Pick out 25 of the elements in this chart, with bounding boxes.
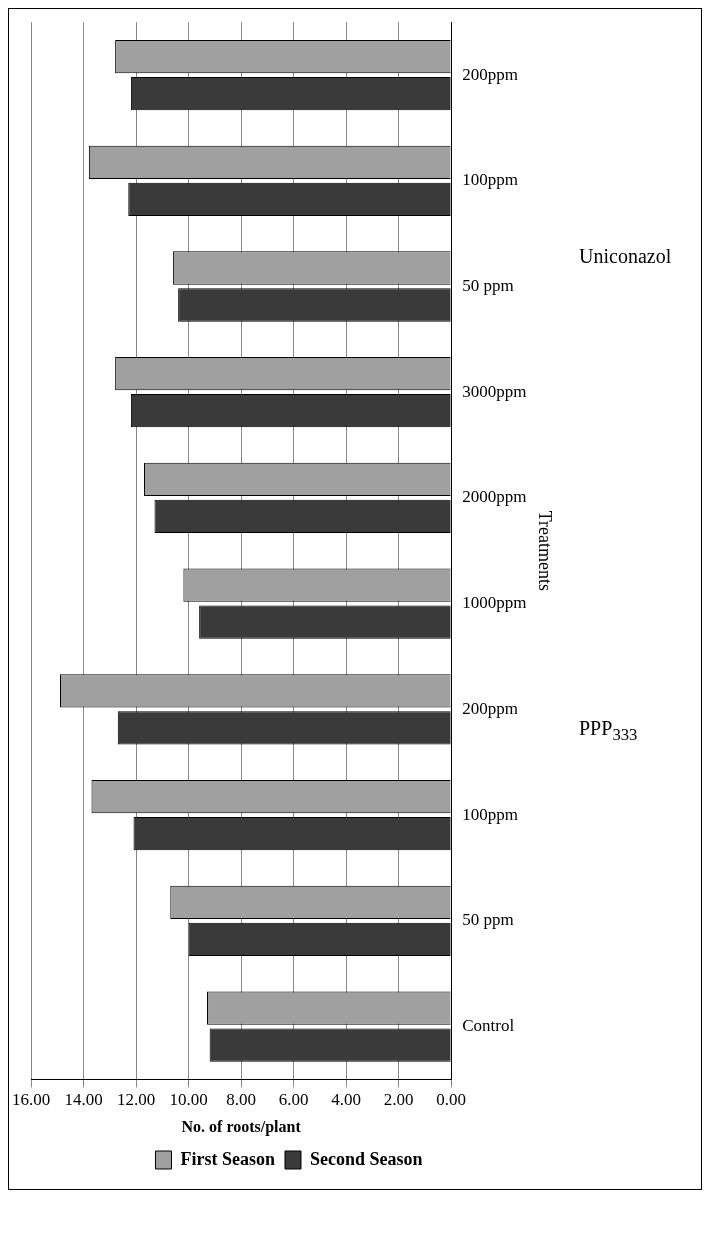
legend-label: First Season [180, 1148, 275, 1169]
y-tick-label: 3000ppm [462, 381, 527, 401]
y-tick-label: Control [462, 1016, 515, 1036]
y-tick-label: 50 ppm [462, 910, 514, 930]
x-tick-label: 12.00 [117, 1090, 156, 1110]
text: Uniconazol [579, 245, 672, 268]
y-tick-label: 1000ppm [462, 593, 527, 613]
x-tick-label: 2.00 [383, 1090, 414, 1110]
text: PPP$_{333}$ [579, 717, 638, 745]
x-tick-label: 14.00 [64, 1090, 103, 1110]
y-tick-label: 50 ppm [462, 275, 514, 295]
x-tick-label: 8.00 [226, 1090, 257, 1110]
x-tick-label: 16.00 [12, 1090, 51, 1110]
y-tick-label: 100ppm [462, 170, 518, 190]
x-tick-label: 4.00 [331, 1090, 362, 1110]
y-tick-label: 200ppm [462, 698, 518, 718]
x-tick-label: 0.00 [436, 1090, 467, 1110]
y-tick-label: 2000ppm [462, 487, 527, 507]
x-axis-title: No. of roots/plant [181, 1117, 302, 1136]
y-tick-label: 200ppm [462, 64, 518, 84]
x-tick-label: 10.00 [169, 1090, 208, 1110]
legend-label: Second Season [309, 1148, 423, 1169]
y-tick-label: 100ppm [462, 804, 518, 824]
y-axis-title: Treatments [535, 510, 556, 591]
x-tick-label: 6.00 [278, 1090, 309, 1110]
